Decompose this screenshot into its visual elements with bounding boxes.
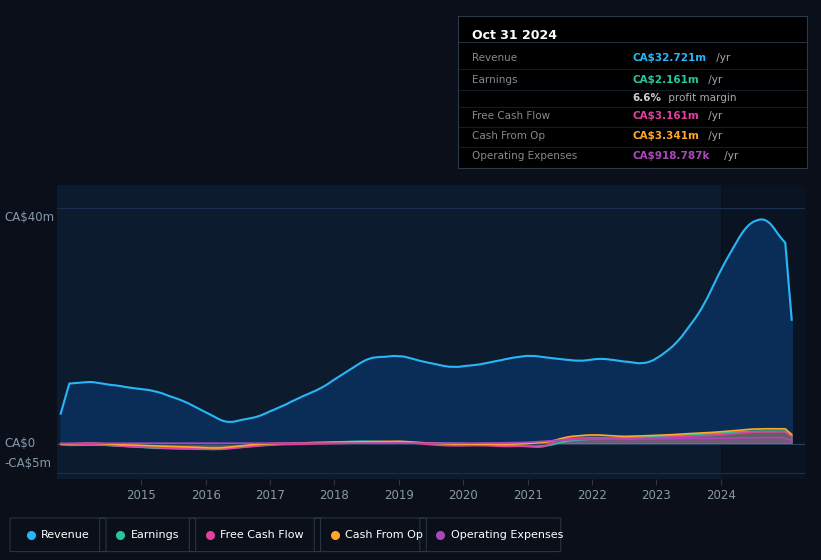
Text: Oct 31 2024: Oct 31 2024 — [472, 29, 557, 43]
Text: profit margin: profit margin — [665, 93, 736, 103]
Text: Free Cash Flow: Free Cash Flow — [220, 530, 304, 540]
Text: /yr: /yr — [704, 111, 722, 121]
Text: CA$3.161m: CA$3.161m — [633, 111, 699, 121]
Text: Cash From Op: Cash From Op — [345, 530, 423, 540]
Text: Operating Expenses: Operating Expenses — [451, 530, 563, 540]
Text: CA$3.341m: CA$3.341m — [633, 131, 699, 141]
Bar — [721, 185, 818, 479]
Text: /yr: /yr — [721, 151, 738, 161]
Text: CA$40m: CA$40m — [4, 211, 54, 224]
Text: -CA$5m: -CA$5m — [4, 457, 51, 470]
Text: Earnings: Earnings — [472, 74, 517, 85]
Text: 6.6%: 6.6% — [633, 93, 662, 103]
Text: /yr: /yr — [704, 74, 722, 85]
Text: CA$32.721m: CA$32.721m — [633, 53, 707, 63]
Text: Free Cash Flow: Free Cash Flow — [472, 111, 550, 121]
Text: Revenue: Revenue — [41, 530, 89, 540]
Text: CA$0: CA$0 — [4, 437, 35, 450]
Text: CA$918.787k: CA$918.787k — [633, 151, 710, 161]
Text: /yr: /yr — [713, 53, 730, 63]
Text: Operating Expenses: Operating Expenses — [472, 151, 577, 161]
Text: Revenue: Revenue — [472, 53, 517, 63]
Text: CA$2.161m: CA$2.161m — [633, 74, 699, 85]
Text: /yr: /yr — [704, 131, 722, 141]
Text: Cash From Op: Cash From Op — [472, 131, 545, 141]
Text: Earnings: Earnings — [131, 530, 179, 540]
